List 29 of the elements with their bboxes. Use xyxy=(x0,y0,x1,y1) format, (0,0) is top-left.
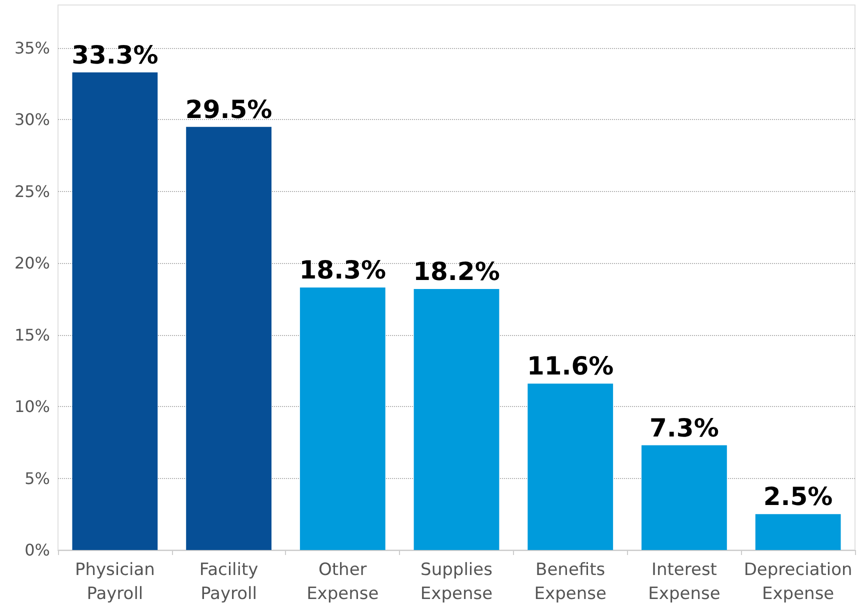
x-tick-label: Other Expense xyxy=(306,560,379,604)
bar xyxy=(642,445,727,550)
x-tick-label: Depreciation Expense xyxy=(744,560,852,604)
bar xyxy=(300,288,386,550)
data-label: 33.3% xyxy=(72,40,158,70)
y-tick-label: 5% xyxy=(24,468,50,488)
data-label: 2.5% xyxy=(763,482,833,512)
x-tick-label: Interest Expense xyxy=(648,560,720,604)
bar xyxy=(186,126,272,550)
x-tick-label: Physician Payroll xyxy=(74,560,155,604)
y-tick-label: 10% xyxy=(14,397,50,416)
y-tick-label: 25% xyxy=(14,182,50,201)
y-tick-label: 0% xyxy=(24,540,50,560)
data-label: 18.3% xyxy=(299,256,386,285)
bar xyxy=(755,514,841,550)
bar xyxy=(414,288,500,550)
x-tick-label: Benefits Expense xyxy=(534,560,606,604)
data-label: 29.5% xyxy=(185,94,272,124)
data-label: 18.2% xyxy=(413,256,500,286)
data-label: 7.3% xyxy=(650,413,719,442)
data-label: 11.6% xyxy=(526,352,614,381)
y-tick-label: 15% xyxy=(14,325,50,344)
x-tick-label: Facility Payroll xyxy=(199,560,258,604)
x-tick-label: Supplies Expense xyxy=(420,560,493,604)
y-tick-label: 35% xyxy=(14,38,50,58)
bar xyxy=(72,72,158,550)
bar xyxy=(528,384,614,550)
y-tick-label: 30% xyxy=(14,110,50,130)
y-tick-label: 20% xyxy=(14,254,50,273)
